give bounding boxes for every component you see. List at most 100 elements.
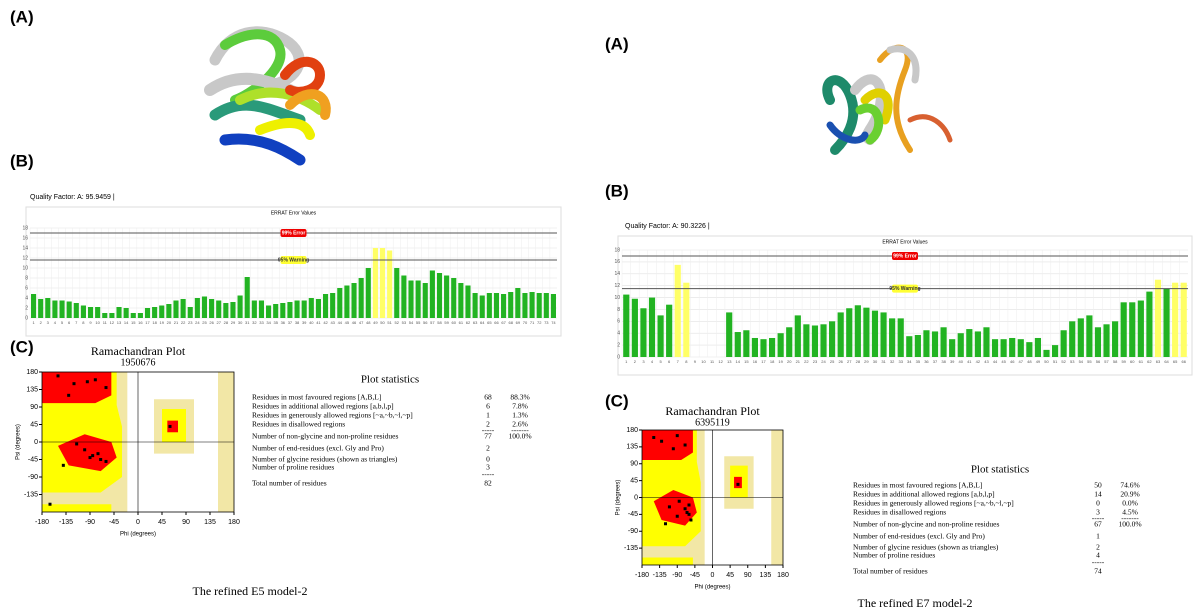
- x-tick-label: 56: [1096, 359, 1101, 364]
- x-tick-label: 46: [1010, 359, 1015, 364]
- x-tick-label: 71: [530, 320, 535, 325]
- x-tick-label: 29: [231, 320, 236, 325]
- bar: [408, 281, 413, 319]
- x-tick-label: 52: [395, 320, 400, 325]
- bar: [1103, 324, 1109, 357]
- bar: [623, 295, 629, 357]
- point: [105, 460, 108, 463]
- bar: [437, 273, 442, 318]
- stats-label: Residues in disallowed regions: [853, 508, 946, 517]
- x-tick-label: 28: [856, 359, 861, 364]
- x-tick-label: 30: [873, 359, 878, 364]
- bar: [465, 286, 470, 319]
- stats-title: Plot statistics: [971, 464, 1029, 476]
- bar: [280, 303, 285, 318]
- stats-pct: 100.0%: [508, 432, 531, 441]
- x-tick-label: 14: [124, 320, 129, 325]
- x-tick-label: 57: [430, 320, 435, 325]
- x-tick-label: 61: [459, 320, 464, 325]
- x-tick-label: 20: [167, 320, 172, 325]
- x-tick-label: 16: [138, 320, 143, 325]
- stats-label: Residues in most favoured regions [A,B,L…: [252, 393, 381, 402]
- x-tick-label: 52: [1061, 359, 1066, 364]
- x-tick-label: 35: [916, 359, 921, 364]
- region: [42, 372, 111, 403]
- bar: [202, 297, 207, 319]
- point: [660, 440, 663, 443]
- bar: [898, 318, 904, 357]
- point: [664, 522, 667, 525]
- x-tick-label: 63: [473, 320, 478, 325]
- x-tick-label: 34: [266, 320, 271, 325]
- x-tick-label: 66: [1181, 359, 1186, 364]
- y-tick-label: 14: [614, 271, 620, 277]
- point: [736, 483, 739, 486]
- x-tick-label: 24: [195, 320, 200, 325]
- bar: [373, 248, 378, 318]
- x-tick-label: 56: [423, 320, 428, 325]
- x-tick-label: 62: [466, 320, 471, 325]
- x-tick-label: 10: [701, 359, 706, 364]
- stats-count: 82: [484, 479, 492, 488]
- stats-pct: 20.9%: [1120, 490, 1139, 499]
- x-tick-label: 55: [1087, 359, 1092, 364]
- caption: The refined E7 model-2: [858, 596, 973, 610]
- x-tick-label: 45: [345, 320, 350, 325]
- bar: [287, 302, 292, 318]
- bar: [223, 303, 228, 318]
- x-tick-label: 64: [480, 320, 485, 325]
- y-tick-label: 180: [626, 427, 638, 434]
- caption: The refined E5 model-2: [193, 584, 308, 598]
- bar: [216, 301, 221, 319]
- bar: [1061, 330, 1067, 357]
- threshold-label: 99% Error: [893, 253, 917, 259]
- bar: [1026, 342, 1032, 357]
- x-tick-label: 65: [1173, 359, 1178, 364]
- x-tick-label: 180: [777, 572, 789, 579]
- bar: [658, 315, 664, 357]
- panel-label: (B): [10, 151, 34, 170]
- bar: [760, 339, 766, 357]
- stats-pct: 74.6%: [1120, 481, 1139, 490]
- x-tick-label: 18: [770, 359, 775, 364]
- bar: [958, 333, 964, 357]
- bar: [359, 278, 364, 318]
- x-tick-label: 38: [295, 320, 300, 325]
- bar: [675, 265, 681, 357]
- x-tick-label: 17: [761, 359, 766, 364]
- x-tick-label: 65: [487, 320, 492, 325]
- x-tick-label: 26: [838, 359, 843, 364]
- bar: [430, 271, 435, 319]
- bar: [726, 312, 732, 357]
- x-tick-label: 13: [117, 320, 122, 325]
- stats-count: 14: [1094, 490, 1102, 499]
- bar: [67, 302, 72, 319]
- x-tick-label: 27: [216, 320, 221, 325]
- point: [676, 434, 679, 437]
- x-tick-label: -90: [672, 572, 682, 579]
- x-tick-label: 29: [864, 359, 869, 364]
- point: [688, 513, 691, 516]
- bar: [769, 338, 775, 357]
- bar: [323, 294, 328, 318]
- bar: [1018, 339, 1024, 357]
- x-tick-label: 54: [409, 320, 414, 325]
- quality-factor: Quality Factor: A: 95.9459 |: [30, 194, 115, 201]
- x-tick-label: 15: [744, 359, 749, 364]
- x-tick-label: 34: [907, 359, 912, 364]
- x-tick-label: -180: [35, 519, 49, 526]
- bar: [906, 336, 912, 357]
- x-tick-label: 135: [204, 519, 216, 526]
- point: [75, 442, 78, 445]
- bar: [266, 306, 271, 319]
- bar: [195, 298, 200, 318]
- bar: [1086, 315, 1092, 357]
- bar: [508, 292, 513, 318]
- bar: [366, 268, 371, 318]
- stats-label: Residues in additional allowed regions […: [252, 402, 394, 411]
- stats-label: Number of end-residues (excl. Gly and Pr…: [252, 444, 384, 453]
- bar: [551, 294, 556, 318]
- x-tick-label: 26: [209, 320, 214, 325]
- bar: [181, 299, 186, 318]
- x-tick-label: 73: [544, 320, 549, 325]
